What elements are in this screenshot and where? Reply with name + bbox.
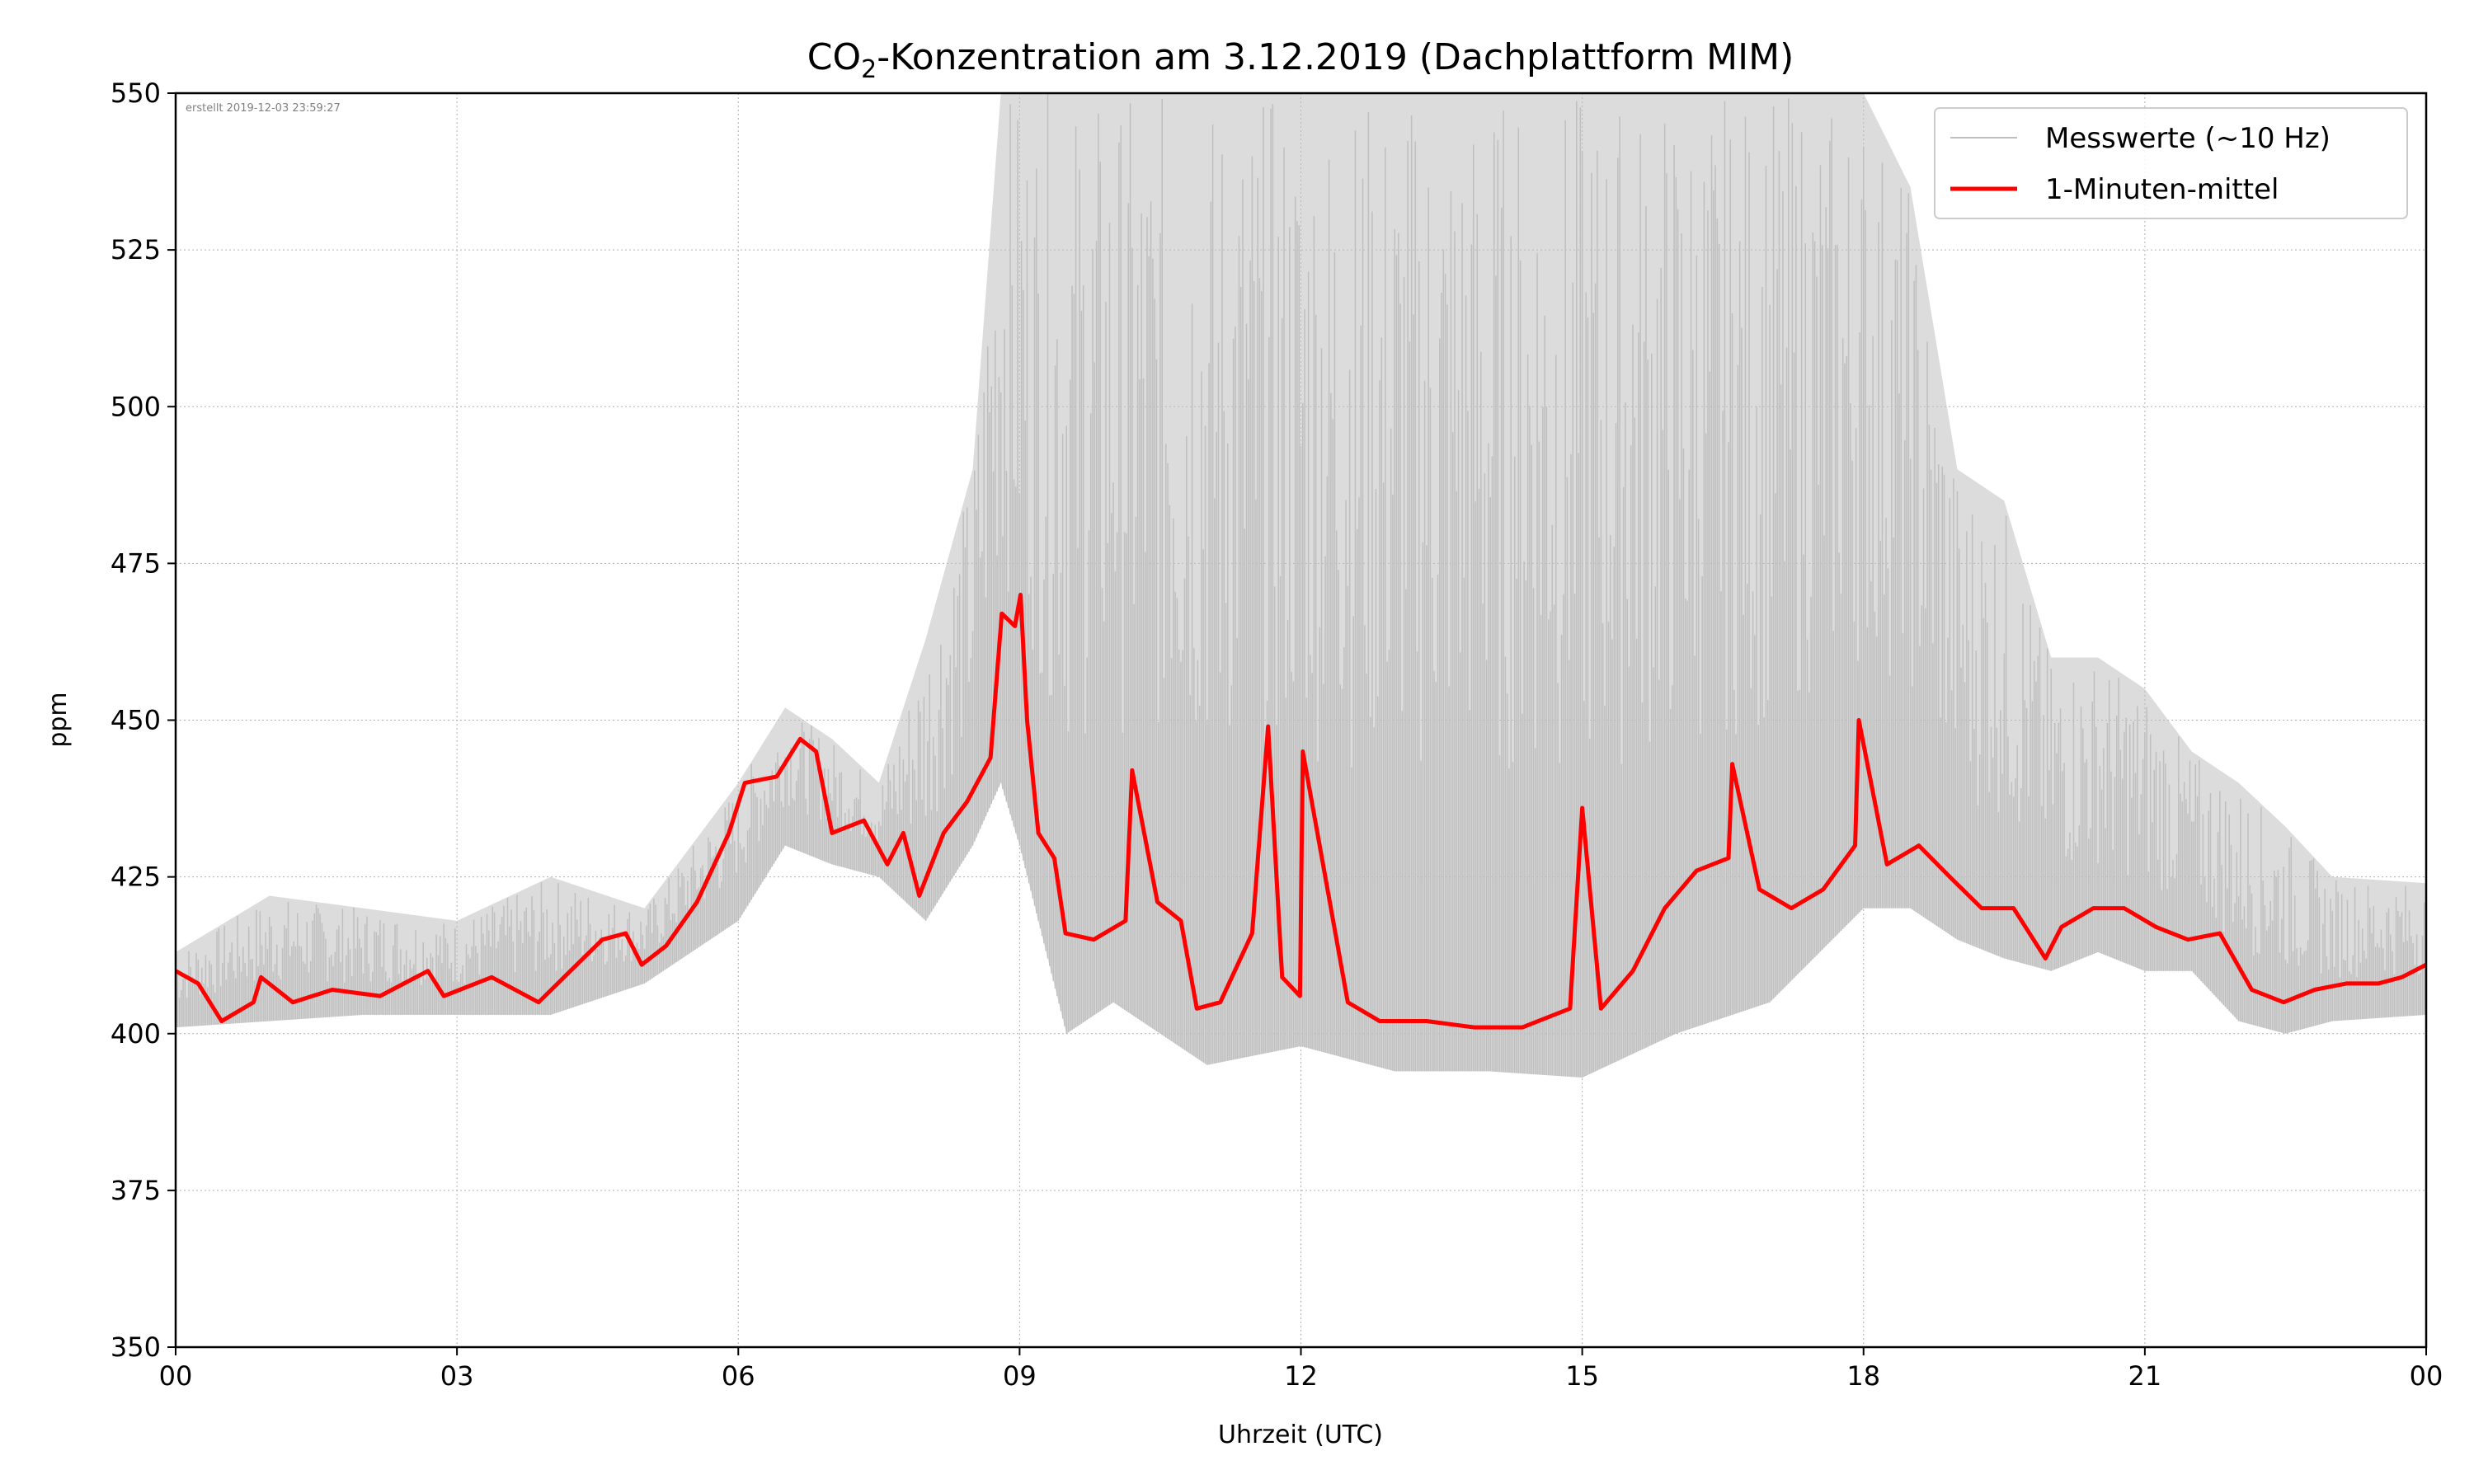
y-axis-label: ppm <box>44 692 73 747</box>
y-tick-label: 475 <box>111 547 161 579</box>
x-tick-label: 15 <box>1565 1360 1599 1392</box>
series-1-minuten-mittel <box>174 592 2428 1030</box>
y-tick-label: 500 <box>111 391 161 422</box>
x-tick-label: 00 <box>2410 1360 2443 1392</box>
x-tick-label: 09 <box>1003 1360 1037 1392</box>
legend-label-messwerte: Messwerte (~10 Hz) <box>2045 122 2331 155</box>
x-tick-label: 18 <box>1846 1360 1880 1392</box>
legend-box <box>1934 107 2408 219</box>
y-tick-label: 550 <box>111 77 161 109</box>
y-tick-label: 450 <box>111 705 161 736</box>
x-tick-label: 12 <box>1284 1360 1318 1392</box>
legend: Messwerte (~10 Hz) 1-Minuten-mittel <box>1934 107 2408 219</box>
y-tick-label: 525 <box>111 234 161 265</box>
mean-line <box>174 592 2428 1030</box>
x-tick-label: 00 <box>159 1360 193 1392</box>
legend-label-mittel: 1-Minuten-mittel <box>2045 173 2279 206</box>
y-tick-label: 375 <box>111 1175 161 1206</box>
y-tick-label: 425 <box>111 862 161 893</box>
y-tick-label: 350 <box>111 1331 161 1363</box>
axis-ticks: 00 03 06 09 12 15 18 21 003503754004254504755005… <box>111 77 2443 1392</box>
created-annotation: erstellt 2019-12-03 23:59:27 <box>186 102 341 115</box>
chart-title: CO2-Konzentration am 3.12.2019 (Dachplat… <box>807 36 1794 84</box>
x-tick-label: 06 <box>722 1360 755 1392</box>
x-tick-label: 21 <box>2128 1360 2162 1392</box>
x-axis-label: Uhrzeit (UTC) <box>1218 1421 1383 1449</box>
x-tick-label: 03 <box>440 1360 474 1392</box>
y-tick-label: 400 <box>111 1018 161 1050</box>
